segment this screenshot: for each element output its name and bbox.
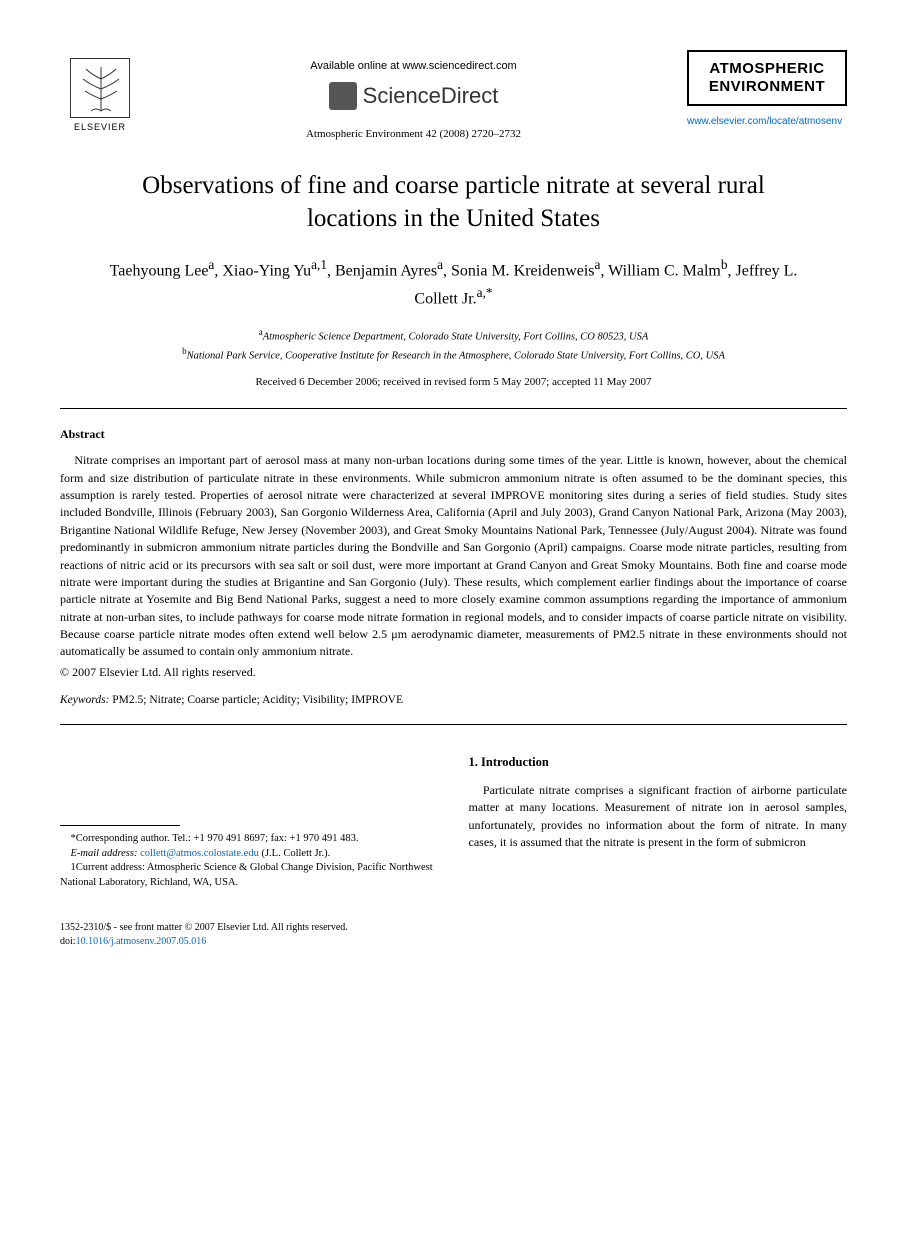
intro-heading: 1. Introduction [469, 755, 848, 770]
email-line: E-mail address: collett@atmos.colostate.… [60, 847, 439, 862]
abstract-copyright: © 2007 Elsevier Ltd. All rights reserved… [60, 665, 847, 680]
elsevier-label: ELSEVIER [74, 122, 126, 132]
journal-citation: Atmospheric Environment 42 (2008) 2720–2… [140, 128, 687, 140]
keywords: Keywords: PM2.5; Nitrate; Coarse particl… [60, 694, 847, 706]
bottom-info: 1352-2310/$ - see front matter © 2007 El… [60, 921, 847, 949]
authors: Taehyoung Leea, Xiao-Ying Yua,1, Benjami… [100, 255, 807, 312]
elsevier-logo: ELSEVIER [60, 50, 140, 140]
elsevier-tree-icon [70, 58, 130, 118]
email-label: E-mail address: [71, 848, 138, 859]
affiliation-b: bNational Park Service, Cooperative Inst… [60, 345, 847, 364]
sciencedirect-text: ScienceDirect [363, 83, 499, 109]
email-address[interactable]: collett@atmos.colostate.edu [140, 848, 259, 859]
center-header: Available online at www.sciencedirect.co… [140, 50, 687, 140]
journal-name-line1: ATMOSPHERIC [695, 60, 839, 78]
right-column: 1. Introduction Particulate nitrate comp… [469, 755, 848, 891]
header-row: ELSEVIER Available online at www.science… [60, 50, 847, 140]
abstract-text: Nitrate comprises an important part of a… [60, 452, 847, 661]
rule-top [60, 408, 847, 409]
footnote-rule [60, 825, 180, 826]
affiliation-a: aAtmospheric Science Department, Colorad… [60, 326, 847, 345]
journal-link[interactable]: www.elsevier.com/locate/atmosenv [687, 116, 847, 127]
footnotes: *Corresponding author. Tel.: +1 970 491 … [60, 832, 439, 891]
rule-bottom [60, 724, 847, 725]
keywords-label: Keywords: [60, 694, 109, 706]
email-name: (J.L. Collett Jr.). [261, 848, 330, 859]
left-column: *Corresponding author. Tel.: +1 970 491 … [60, 755, 439, 891]
available-online-text: Available online at www.sciencedirect.co… [140, 60, 687, 72]
corresponding-author: *Corresponding author. Tel.: +1 970 491 … [60, 832, 439, 847]
affiliations: aAtmospheric Science Department, Colorad… [60, 326, 847, 365]
doi-link[interactable]: 10.1016/j.atmosenv.2007.05.016 [76, 936, 207, 947]
current-address: 1Current address: Atmospheric Science & … [60, 861, 439, 890]
doi-label: doi: [60, 936, 76, 947]
article-title: Observations of fine and coarse particle… [100, 170, 807, 235]
intro-text: Particulate nitrate comprises a signific… [469, 782, 848, 852]
journal-box: ATMOSPHERIC ENVIRONMENT [687, 50, 847, 106]
sciencedirect-logo: ScienceDirect [140, 82, 687, 110]
journal-name-line2: ENVIRONMENT [695, 78, 839, 96]
article-dates: Received 6 December 2006; received in re… [60, 376, 847, 388]
affiliation-b-text: National Park Service, Cooperative Insti… [187, 350, 725, 361]
sciencedirect-icon [329, 82, 357, 110]
two-column-body: *Corresponding author. Tel.: +1 970 491 … [60, 755, 847, 891]
abstract-heading: Abstract [60, 427, 847, 442]
keywords-text: PM2.5; Nitrate; Coarse particle; Acidity… [109, 694, 403, 706]
journal-box-wrapper: ATMOSPHERIC ENVIRONMENT www.elsevier.com… [687, 50, 847, 127]
affiliation-a-text: Atmospheric Science Department, Colorado… [263, 331, 649, 342]
doi-line: doi:10.1016/j.atmosenv.2007.05.016 [60, 935, 847, 949]
issn-line: 1352-2310/$ - see front matter © 2007 El… [60, 921, 847, 935]
